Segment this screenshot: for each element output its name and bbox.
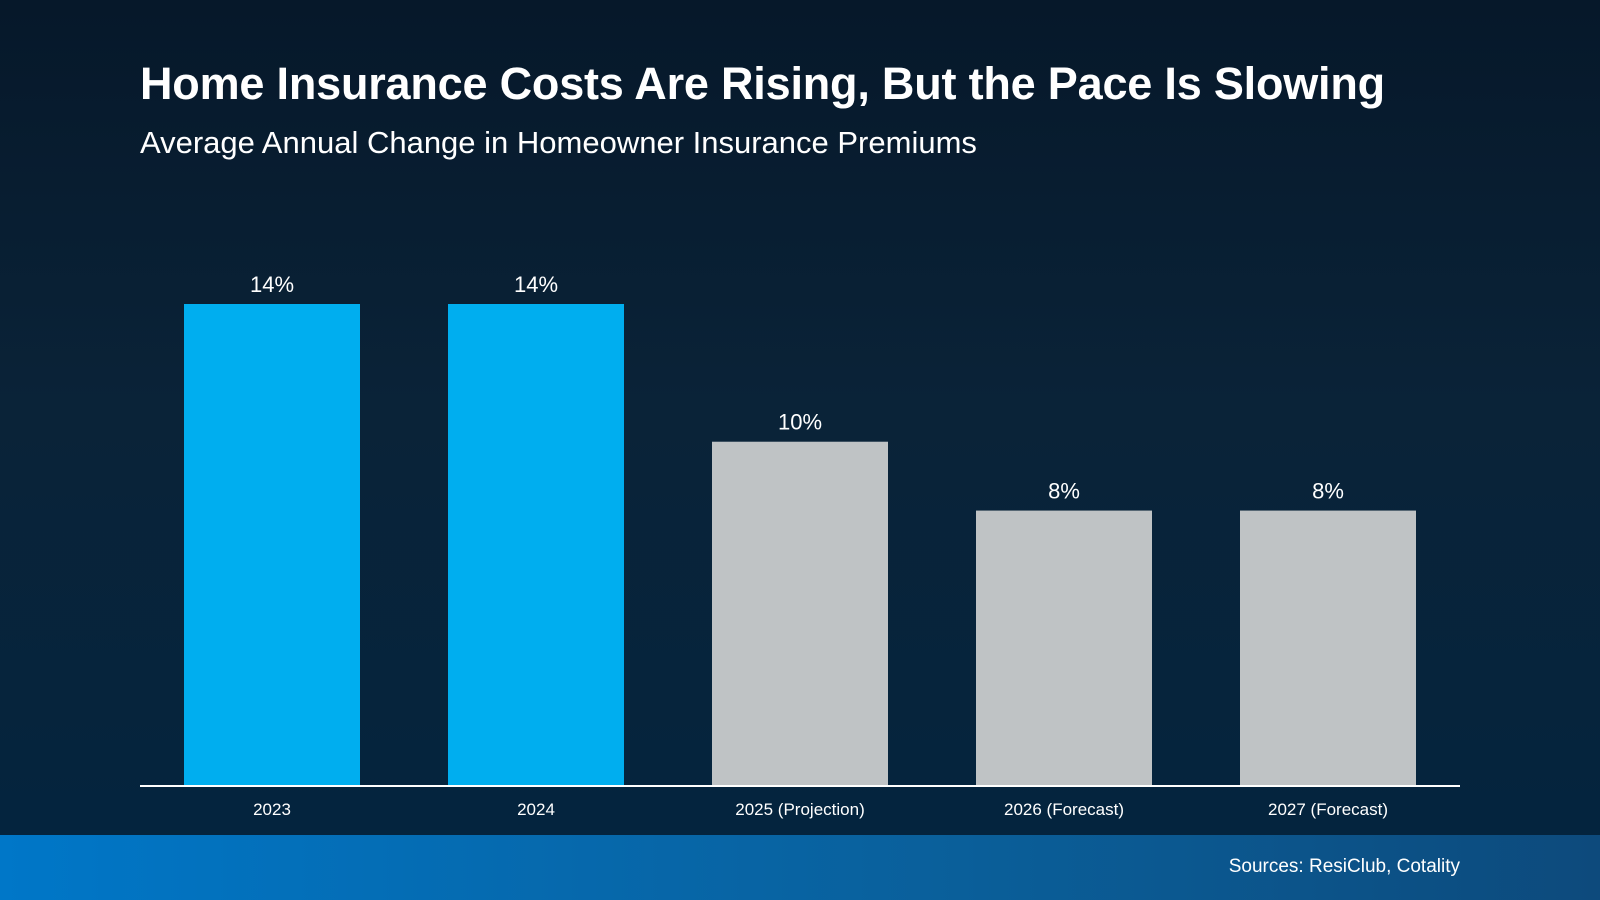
x-tick-labels-group: 2023 2024 2025 (Projection) 2026 (Forecast)… [253,800,1388,819]
bar-3 [712,441,888,786]
bar-4 [976,510,1152,786]
bar-chart: 14% 14%10%8% 8% 2023 2024 2025 (Projection) 2… [184,272,1416,819]
bar-5 [1240,510,1416,786]
bar-value-label-4: 8% [1048,479,1080,504]
x-tick-label-1: 2023 [253,800,291,819]
source-note: Sources: ResiClub, Cotality [1228,856,1460,877]
chart-subtitle: Average Annual Change in Homeowner Insur… [140,125,977,160]
value-labels-group: 14% 14% 10% 8% 8% [250,272,1344,504]
x-tick-label-3: 2025 (Projection) [735,800,864,819]
x-tick-label-4: 2026 (Forecast) [1004,800,1124,819]
bar-value-label-3: 10% [778,410,822,435]
bar-value-label-5: 8% [1312,479,1344,504]
x-tick-label-5: 2027 (Forecast) [1268,800,1388,819]
bar-1 [184,304,360,786]
x-tick-label-2: 2024 [517,800,555,819]
bars-group [184,304,1416,786]
bar-value-label-1: 14% [250,272,294,297]
chart-title: Home Insurance Costs Are Rising, But the… [140,58,1385,109]
footer-band: Sources: ResiClub, Cotality [0,835,1600,900]
bar-value-label-2: 14% [514,272,558,297]
bar-2 [448,304,624,786]
